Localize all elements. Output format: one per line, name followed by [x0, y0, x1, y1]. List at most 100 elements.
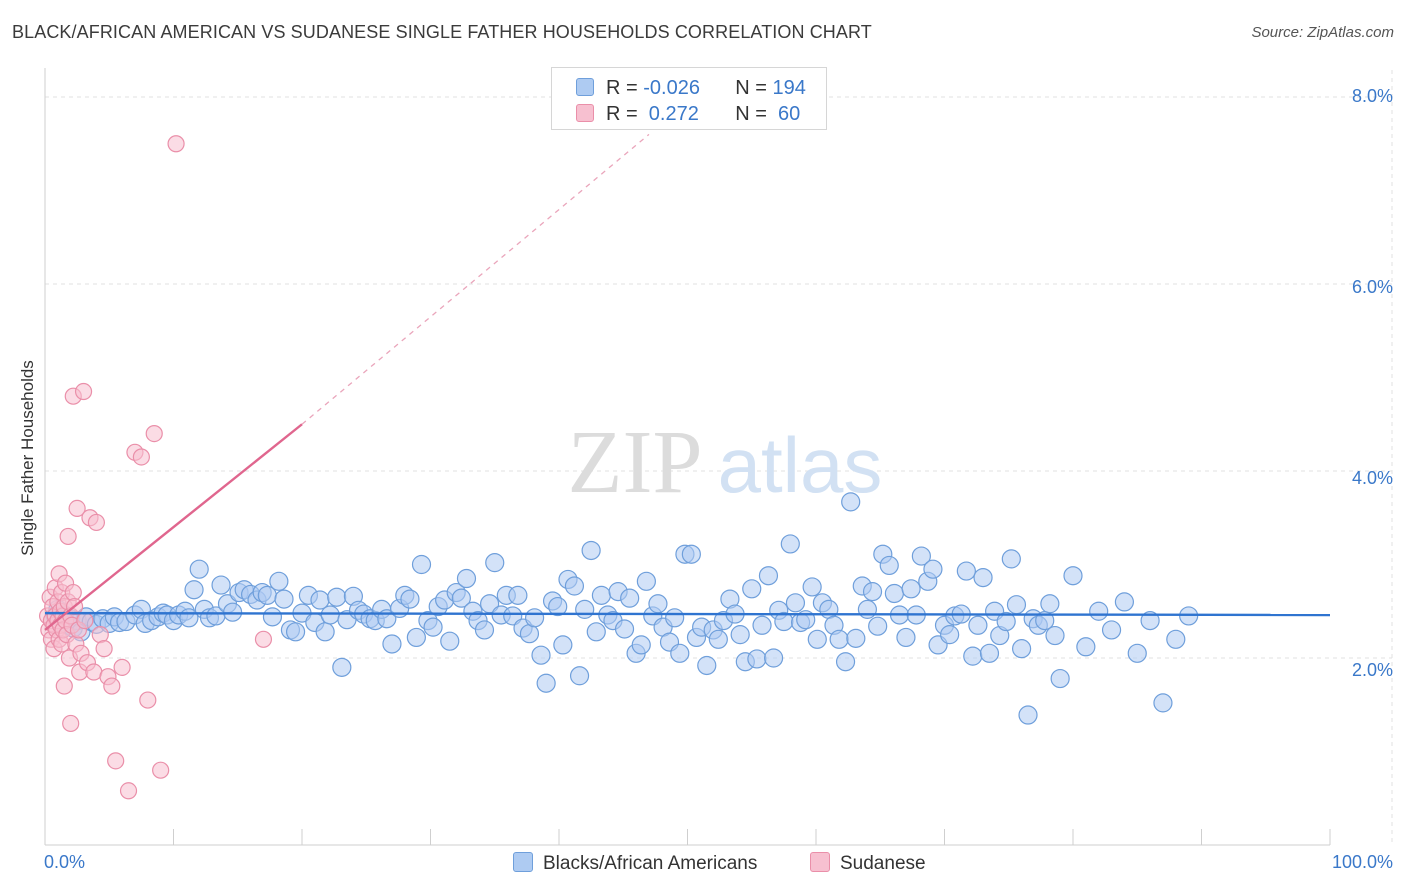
blue-swatch-icon — [576, 78, 594, 96]
data-point-blacks — [968, 615, 988, 635]
data-point-sudanese — [95, 640, 113, 658]
data-point-blacks — [531, 645, 551, 665]
data-point-blacks — [411, 554, 432, 575]
data-point-blacks — [548, 596, 568, 617]
data-point-blacks — [406, 627, 426, 648]
data-point-sudanese — [59, 527, 77, 546]
trend-line-sudanese — [44, 423, 303, 631]
correlation-legend: R = -0.026 N = 194 R = 0.272 N = 60 — [551, 67, 827, 130]
data-point-sudanese — [87, 513, 106, 532]
data-point-blacks — [1018, 705, 1038, 725]
data-point-blacks — [382, 634, 402, 654]
data-point-blacks — [752, 615, 772, 635]
data-point-blacks — [868, 616, 888, 636]
data-point-blacks — [1127, 643, 1147, 663]
r-value: 0.272 — [643, 103, 699, 125]
data-point-blacks — [1140, 610, 1160, 631]
data-point-blacks — [697, 655, 717, 676]
data-point-blacks — [189, 559, 209, 579]
data-point-blacks — [262, 607, 283, 627]
data-point-blacks — [835, 652, 856, 672]
legend-row-sudanese: R = 0.272 N = 60 — [576, 103, 800, 129]
r-value: -0.026 — [643, 77, 700, 99]
data-point-blacks — [440, 631, 460, 651]
data-point-blacks — [575, 599, 595, 619]
data-point-blacks — [879, 555, 899, 576]
data-point-blacks — [553, 635, 573, 655]
legend-item-sudanese[interactable]: Sudanese — [810, 852, 926, 875]
data-point-blacks — [1063, 566, 1083, 586]
data-point-blacks — [841, 492, 861, 512]
data-point-blacks — [285, 622, 306, 642]
data-point-sudanese — [62, 714, 80, 733]
y-tick-label: 4.0% — [1351, 468, 1393, 488]
data-point-sudanese — [103, 677, 121, 695]
data-point-blacks — [1001, 549, 1021, 569]
watermark-zip: ZIP — [568, 413, 703, 512]
data-point-blacks — [862, 582, 883, 602]
data-point-blacks — [763, 648, 784, 668]
data-point-blacks — [708, 629, 728, 649]
data-point-sudanese — [119, 782, 138, 800]
data-point-blacks — [631, 635, 651, 655]
data-point-blacks — [320, 605, 340, 625]
data-point-blacks — [911, 546, 931, 566]
series-sudanese-points — [38, 135, 273, 800]
data-point-blacks — [451, 588, 471, 608]
trend-extension-sudanese — [301, 133, 650, 425]
data-point-blacks — [1076, 637, 1096, 657]
data-point-blacks — [648, 594, 668, 614]
data-point-blacks — [211, 575, 231, 595]
y-tick-label: 6.0% — [1351, 277, 1393, 297]
data-point-blacks — [807, 629, 827, 649]
x-tick-label-max: 100.0% — [1331, 852, 1393, 872]
data-point-blacks — [269, 571, 289, 591]
data-point-blacks — [536, 673, 556, 693]
n-value: 60 — [772, 103, 801, 125]
data-point-blacks — [979, 643, 1000, 663]
data-point-blacks — [846, 628, 866, 648]
data-point-blacks — [274, 589, 294, 609]
data-point-blacks — [1011, 639, 1032, 659]
data-point-sudanese — [68, 499, 86, 517]
data-point-sudanese — [55, 677, 73, 695]
chart-source: Source: ZipAtlas.com — [1251, 24, 1394, 41]
data-point-blacks — [586, 622, 606, 642]
n-value: 194 — [772, 77, 806, 99]
data-point-blacks — [636, 571, 656, 591]
data-point-blacks — [681, 544, 701, 564]
data-point-blacks — [785, 593, 806, 613]
blue-swatch-icon — [513, 852, 533, 872]
data-point-blacks — [474, 620, 495, 640]
legend-item-blacks[interactable]: Blacks/African Americans — [513, 852, 757, 875]
data-point-blacks — [564, 576, 585, 596]
data-point-blacks — [1089, 601, 1109, 621]
data-point-blacks — [1040, 594, 1060, 614]
data-point-blacks — [884, 583, 904, 604]
data-point-blacks — [963, 646, 983, 666]
trend-lines — [44, 133, 1331, 631]
data-point-blacks — [614, 619, 635, 639]
data-point-blacks — [456, 568, 477, 589]
data-point-blacks — [1153, 693, 1173, 713]
data-point-blacks — [1114, 592, 1135, 612]
data-point-sudanese — [76, 611, 94, 630]
data-point-sudanese — [254, 630, 273, 648]
data-point-blacks — [940, 625, 960, 645]
data-point-blacks — [485, 553, 505, 573]
data-point-sudanese — [132, 448, 150, 466]
data-point-blacks — [1050, 668, 1070, 689]
grid-lines — [45, 70, 1393, 845]
data-point-blacks — [315, 622, 335, 642]
chart-title: BLACK/AFRICAN AMERICAN VS SUDANESE SINGL… — [12, 22, 872, 42]
data-point-sudanese — [107, 752, 125, 770]
data-point-blacks — [730, 625, 750, 645]
data-point-blacks — [758, 566, 779, 586]
data-point-sudanese — [74, 382, 93, 401]
data-point-blacks — [819, 599, 839, 619]
data-point-sudanese — [167, 135, 185, 153]
series-blacks-points — [45, 492, 1199, 725]
data-point-blacks — [591, 585, 612, 605]
data-point-blacks — [1045, 625, 1065, 646]
data-point-blacks — [524, 608, 545, 628]
